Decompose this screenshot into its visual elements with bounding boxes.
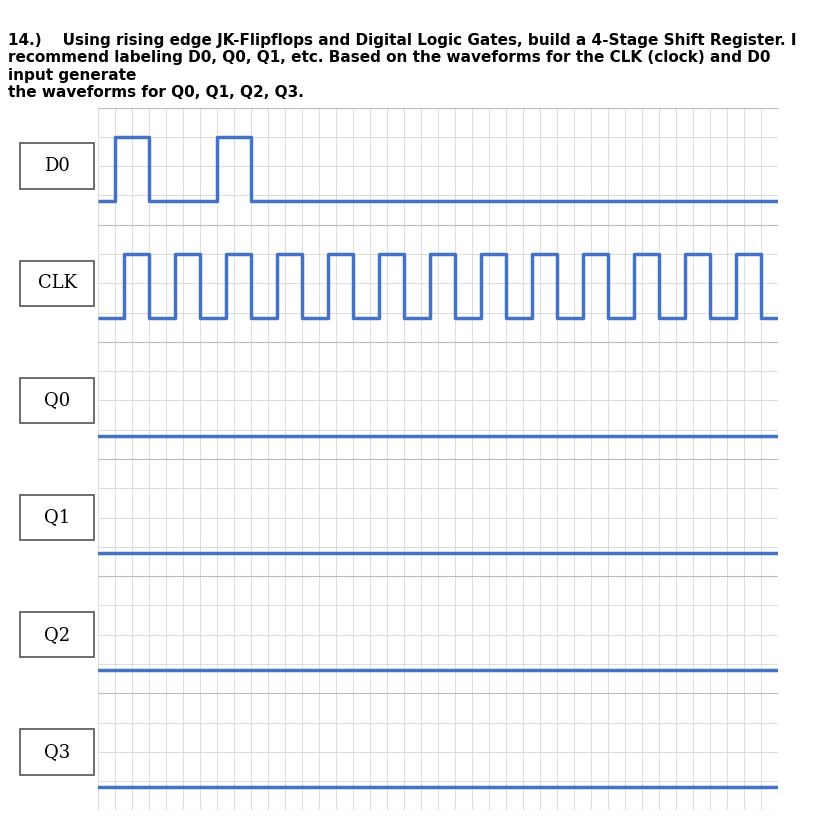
Text: D0: D0 [44,157,70,175]
Text: CLK: CLK [38,275,77,292]
Text: 14.)    Using rising edge JK-Flipflops and Digital Logic Gates, build a 4-Stage : 14.) Using rising edge JK-Flipflops and … [8,33,797,100]
Text: Q2: Q2 [44,626,70,643]
Text: Q0: Q0 [44,391,70,409]
Text: Q1: Q1 [44,509,70,527]
Text: Q3: Q3 [44,743,70,761]
